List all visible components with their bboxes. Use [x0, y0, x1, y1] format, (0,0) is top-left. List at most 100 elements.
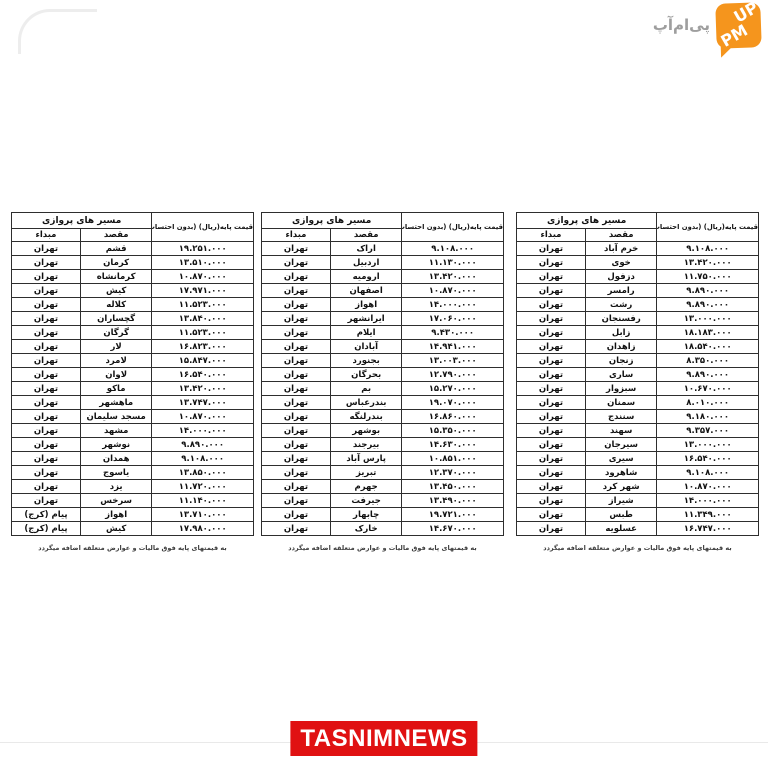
price-cell: ۹.۱۰۸.۰۰۰ [656, 465, 759, 480]
route-header: مسیر های پروازی [515, 212, 658, 229]
table-row: تهران سیری ۱۶.۵۴۰.۰۰۰ [516, 451, 759, 466]
destination-cell: بندرلنگه [329, 409, 403, 424]
table-row: تهران سبزوار ۱۰.۶۷۰.۰۰۰ [516, 381, 759, 396]
price-cell: ۱۵.۳۵۰.۰۰۰ [401, 423, 504, 438]
price-cell: ۱۴.۰۰۰.۰۰۰ [656, 493, 759, 508]
flight-price-table: مسیر های پروازی قیمت پایه(ریال) (بدون اح… [260, 212, 504, 536]
destination-cell: ایلام [329, 325, 403, 340]
price-cell: ۱۳.۷۱۰.۰۰۰ [151, 507, 254, 522]
origin-cell: تهران [261, 367, 331, 382]
destination-cell: دزفول [584, 269, 658, 284]
table-row: تهران عسلویه ۱۶.۷۴۷.۰۰۰ [516, 521, 759, 536]
origin-cell: تهران [516, 409, 586, 424]
destination-cell: ماکو [79, 381, 153, 396]
price-cell: ۱۳.۵۱۰.۰۰۰ [151, 255, 254, 270]
price-cell: ۹.۱۰۸.۰۰۰ [656, 241, 759, 256]
price-cell: ۱۷.۹۸۰.۰۰۰ [151, 521, 254, 536]
table-row: تهران رفسنجان ۱۳.۰۰۰.۰۰۰ [516, 311, 759, 326]
table-row: تهران ماکو ۱۳.۴۲۰.۰۰۰ [11, 381, 254, 396]
price-cell: ۱۹.۲۵۱.۰۰۰ [151, 241, 254, 256]
destination-cell: لاوان [79, 367, 153, 382]
destination-cell: اهواز [79, 507, 153, 522]
price-cell: ۱۰.۸۷۰.۰۰۰ [151, 409, 254, 424]
table-row: تهران جهرم ۱۳.۴۵۰.۰۰۰ [261, 479, 504, 494]
price-cell: ۱۶.۵۴۰.۰۰۰ [151, 367, 254, 382]
table-row: تهران لامرد ۱۵.۸۴۷.۰۰۰ [11, 353, 254, 368]
origin-cell: تهران [261, 437, 331, 452]
destination-cell: کلاله [79, 297, 153, 312]
table-subheader-row: مبداء مقصد [11, 228, 254, 242]
destination-cell: قشم [79, 241, 153, 256]
table-header-row: مسیر های پروازی قیمت پایه(ریال) (بدون اح… [515, 212, 759, 242]
table-row: تهران رشت ۹.۸۹۰.۰۰۰ [516, 297, 759, 312]
destination-cell: شیراز [584, 493, 658, 508]
destination-cell: همدان [79, 451, 153, 466]
origin-cell: تهران [11, 311, 81, 326]
price-cell: ۱۴.۶۷۰.۰۰۰ [401, 521, 504, 536]
origin-cell: تهران [11, 255, 81, 270]
price-cell: ۱۵.۸۴۷.۰۰۰ [151, 353, 254, 368]
destination-cell: رامسر [584, 283, 658, 298]
table-row: تهران بم ۱۵.۲۷۰.۰۰۰ [261, 381, 504, 396]
table-row: تهران اصفهان ۱۰.۸۷۰.۰۰۰ [261, 283, 504, 298]
destination-cell: خوی [584, 255, 658, 270]
origin-cell: تهران [261, 381, 331, 396]
destination-cell: کرمان [79, 255, 153, 270]
origin-cell: تهران [261, 479, 331, 494]
origin-cell: تهران [261, 339, 331, 354]
table-row: تهران طبس ۱۱.۳۴۹.۰۰۰ [516, 507, 759, 522]
origin-cell: تهران [261, 493, 331, 508]
destination-cell: ماهشهر [79, 395, 153, 410]
destination-cell: رشت [584, 297, 658, 312]
origin-cell: تهران [11, 325, 81, 340]
destination-cell: ارومیه [329, 269, 403, 284]
destination-cell: کیش [79, 283, 153, 298]
destination-cell: اصفهان [329, 283, 403, 298]
destination-cell: زاهدان [584, 339, 658, 354]
price-cell: ۱۳.۷۴۷.۰۰۰ [151, 395, 254, 410]
destination-cell: لامرد [79, 353, 153, 368]
flight-price-table: مسیر های پروازی قیمت پایه(ریال) (بدون اح… [515, 212, 759, 536]
destination-cell: بحرگان [329, 367, 403, 382]
table-row: تهران سمنان ۸.۰۱۰.۰۰۰ [516, 395, 759, 410]
price-cell: ۱۵.۲۷۰.۰۰۰ [401, 381, 504, 396]
origin-cell: تهران [11, 451, 81, 466]
destination-cell: زنجان [584, 353, 658, 368]
table-row: تهران ایرانشهر ۱۷.۰۶۰.۰۰۰ [261, 311, 504, 326]
origin-cell: تهران [516, 437, 586, 452]
origin-cell: تهران [11, 241, 81, 256]
origin-cell: تهران [261, 451, 331, 466]
destination-cell: یزد [79, 479, 153, 494]
price-header: قیمت پایه(ریال) (بدون احتساب مالیات و عو… [656, 212, 759, 242]
route-header: مسیر های پروازی [260, 212, 403, 229]
price-cell: ۱۱.۵۲۳.۰۰۰ [151, 297, 254, 312]
origin-cell: تهران [516, 297, 586, 312]
origin-cell: پیام (کرج) [11, 507, 81, 522]
table-row: تهران پارس آباد ۱۰.۸۵۱.۰۰۰ [261, 451, 504, 466]
destination-cell: تبریز [329, 465, 403, 480]
destination-cell: سهند [584, 423, 658, 438]
origin-cell: تهران [11, 437, 81, 452]
origin-cell: تهران [516, 325, 586, 340]
price-cell: ۱۸.۵۴۰.۰۰۰ [656, 339, 759, 354]
table-row: تهران خارک ۱۴.۶۷۰.۰۰۰ [261, 521, 504, 536]
table-row: تهران نوشهر ۹.۸۹۰.۰۰۰ [11, 437, 254, 452]
destination-cell: زابل [584, 325, 658, 340]
price-cell: ۹.۸۹۰.۰۰۰ [151, 437, 254, 452]
price-cell: ۱۶.۷۴۷.۰۰۰ [656, 521, 759, 536]
table-row: تهران سهند ۹.۳۵۷.۰۰۰ [516, 423, 759, 438]
price-cell: ۱۶.۸۲۳.۰۰۰ [151, 339, 254, 354]
destination-cell: اراک [329, 241, 403, 256]
origin-cell: تهران [516, 521, 586, 536]
destination-cell: مشهد [79, 423, 153, 438]
table-row: تهران قشم ۱۹.۲۵۱.۰۰۰ [11, 241, 254, 256]
destination-cell: خرم آباد [584, 241, 658, 256]
table-row: تهران ساری ۹.۸۹۰.۰۰۰ [516, 367, 759, 382]
origin-cell: تهران [11, 465, 81, 480]
rounded-corner-decoration [18, 9, 97, 54]
origin-cell: تهران [516, 241, 586, 256]
table-footnote: به قیمتهای پایه فوق مالیات و عوارض متعلق… [288, 544, 477, 552]
price-cell: ۹.۳۵۷.۰۰۰ [656, 423, 759, 438]
destination-cell: سرخس [79, 493, 153, 508]
